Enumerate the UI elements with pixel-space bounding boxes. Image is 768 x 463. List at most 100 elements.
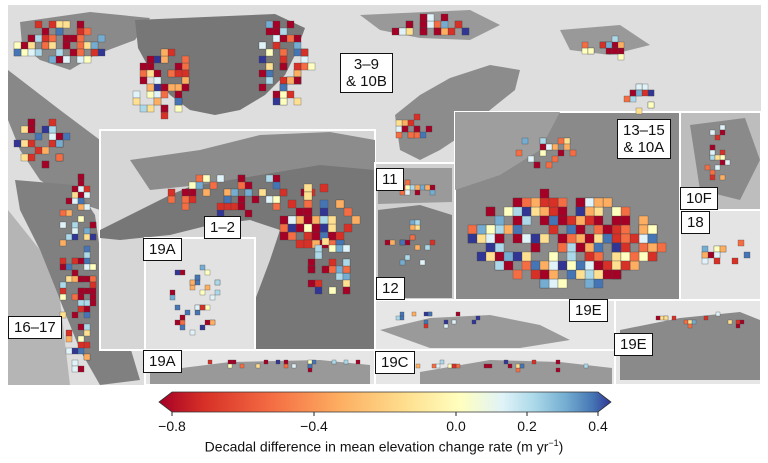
glacier-cell bbox=[272, 181, 281, 190]
glacier-cell bbox=[687, 323, 693, 329]
glacier-cell bbox=[539, 278, 550, 289]
glacier-cell bbox=[189, 279, 196, 286]
glacier-cell bbox=[59, 293, 67, 301]
glacier-cell bbox=[71, 275, 79, 283]
glacier-cell bbox=[566, 224, 577, 235]
glacier-cell bbox=[638, 251, 649, 262]
glacier-cell bbox=[602, 260, 613, 271]
glacier-cell bbox=[272, 97, 281, 106]
glacier-cell bbox=[83, 263, 91, 271]
glacier-cell bbox=[414, 189, 421, 196]
glacier-cell bbox=[419, 20, 428, 29]
glacier-cell bbox=[719, 124, 726, 131]
glacier-cell bbox=[293, 34, 302, 43]
glacier-cell bbox=[41, 146, 50, 155]
glacier-cell bbox=[451, 363, 457, 369]
glacier-cell bbox=[13, 41, 22, 50]
glacier-cell bbox=[539, 215, 550, 226]
glacier-cell bbox=[303, 223, 313, 233]
glacier-cell bbox=[467, 233, 478, 244]
glacier-cell bbox=[427, 311, 433, 317]
glacier-cell bbox=[77, 341, 85, 349]
glacier-cell bbox=[647, 89, 655, 97]
glacier-cell bbox=[307, 279, 316, 288]
glacier-cell bbox=[77, 185, 85, 193]
glacier-cell bbox=[71, 197, 79, 205]
colorbar-label-4: 0.2 bbox=[517, 418, 537, 434]
glacier-cell bbox=[419, 131, 427, 139]
glacier-cell bbox=[476, 233, 487, 244]
glacier-cell bbox=[41, 160, 50, 169]
glacier-cell bbox=[566, 251, 577, 262]
glacier-cell bbox=[286, 34, 295, 43]
glacier-cell bbox=[620, 260, 631, 271]
glacier-cell bbox=[433, 27, 442, 36]
glacier-cell bbox=[602, 197, 613, 208]
glacier-cell bbox=[291, 363, 297, 369]
glacier-cell bbox=[207, 359, 213, 365]
glacier-cell bbox=[539, 269, 550, 280]
glacier-cell bbox=[20, 41, 29, 50]
glacier-cell bbox=[55, 132, 64, 141]
glacier-cell bbox=[303, 191, 313, 201]
glacier-cell bbox=[13, 139, 22, 148]
glacier-cell bbox=[424, 184, 431, 191]
glacier-cell bbox=[174, 269, 181, 276]
glacier-cell bbox=[89, 221, 97, 229]
glacier-cell bbox=[687, 319, 693, 325]
glacier-cell bbox=[251, 195, 260, 204]
glacier-cell bbox=[59, 257, 67, 265]
glacier-cell bbox=[519, 363, 525, 369]
glacier-cell bbox=[71, 269, 79, 277]
glacier-cell bbox=[515, 363, 521, 369]
glacier-cell bbox=[617, 53, 625, 61]
glacier-cell bbox=[433, 20, 442, 29]
glacier-cell bbox=[34, 34, 43, 43]
glacier-cell bbox=[287, 215, 297, 225]
region-label-10f: 10F bbox=[680, 187, 718, 210]
glacier-cell bbox=[300, 62, 309, 71]
glacier-cell bbox=[265, 69, 274, 78]
glacier-cell bbox=[300, 55, 309, 64]
glacier-cell bbox=[41, 34, 50, 43]
region-label-12: 12 bbox=[376, 277, 405, 300]
glacier-cell bbox=[321, 265, 330, 274]
glacier-cell bbox=[275, 359, 281, 365]
glacier-cell bbox=[77, 275, 85, 283]
glacier-cell bbox=[71, 365, 79, 373]
glacier-cell bbox=[77, 191, 85, 199]
glacier-cell bbox=[521, 137, 529, 145]
glacier-cell bbox=[342, 272, 351, 281]
glacier-cell bbox=[635, 83, 643, 91]
glacier-cell bbox=[265, 62, 274, 71]
glacier-cell bbox=[545, 161, 553, 169]
region-label-11: 11 bbox=[376, 168, 404, 191]
glacier-cell bbox=[20, 153, 29, 162]
glacier-cell bbox=[575, 215, 586, 226]
glacier-cell bbox=[188, 188, 197, 197]
glacier-cell bbox=[83, 185, 91, 193]
glacier-cell bbox=[314, 286, 323, 295]
glacier-cell bbox=[83, 329, 91, 337]
glacier-cell bbox=[629, 89, 637, 97]
glacier-cell bbox=[181, 55, 190, 64]
glacier-cell bbox=[307, 62, 316, 71]
glacier-cell bbox=[48, 34, 57, 43]
glacier-cell bbox=[593, 233, 604, 244]
glacier-cell bbox=[575, 224, 586, 235]
glacier-cell bbox=[169, 289, 176, 296]
glacier-cell bbox=[239, 363, 245, 369]
glacier-cell bbox=[265, 20, 274, 29]
glacier-cell bbox=[593, 224, 604, 235]
glacier-cell bbox=[160, 111, 169, 120]
glacier-cell bbox=[447, 363, 453, 369]
glacier-cell bbox=[181, 76, 190, 85]
glacier-cell bbox=[295, 223, 305, 233]
glacier-cell bbox=[188, 181, 197, 190]
glacier-cell bbox=[602, 233, 613, 244]
glacier-cell bbox=[237, 202, 246, 211]
glacier-cell bbox=[429, 184, 436, 191]
glacier-cell bbox=[415, 363, 421, 369]
glacier-cell bbox=[89, 263, 97, 271]
glacier-cell bbox=[303, 231, 313, 241]
